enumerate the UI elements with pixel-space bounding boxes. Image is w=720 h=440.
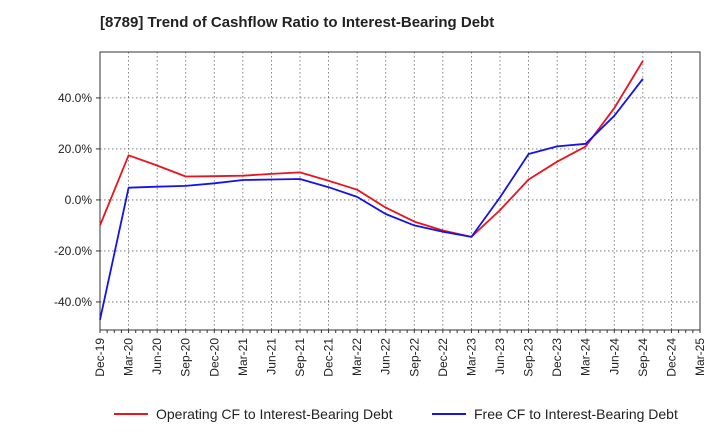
x-tick-label: Sep-23 [522, 338, 536, 377]
x-tick-label: Mar-22 [350, 338, 364, 376]
legend-swatch-free-cf [432, 413, 466, 415]
legend-label-operating-cf: Operating CF to Interest-Bearing Debt [156, 406, 393, 422]
x-tick-label: Dec-22 [436, 338, 450, 377]
series-layer [99, 60, 644, 320]
x-tick-label: Dec-23 [550, 338, 564, 377]
legend-operating-cf: Operating CF to Interest-Bearing Debt [114, 404, 393, 424]
x-tick-label: Sep-24 [636, 338, 650, 377]
x-tick-label: Mar-23 [464, 338, 478, 376]
x-tick-label: Sep-22 [407, 338, 421, 377]
x-tick-label: Jun-23 [493, 338, 507, 375]
y-tick-label: -20.0% [54, 244, 92, 258]
x-tick-label: Sep-20 [179, 338, 193, 377]
legend-swatch-operating-cf [114, 413, 148, 415]
series-line-operating-cf [99, 60, 644, 238]
x-tick-label: Mar-24 [579, 338, 593, 376]
x-tick-label: Mar-25 [693, 338, 707, 376]
y-tick-label: 20.0% [58, 142, 92, 156]
axis-layer: Dec-19 Mar-20 Jun-20 Sep-20 Dec-20 Mar-21 Jun-… [54, 51, 707, 377]
x-tick-label: Mar-21 [236, 338, 250, 376]
y-tick-label: -40.0% [54, 295, 92, 309]
y-tick-label: 0.0% [65, 193, 93, 207]
x-tick-label: Dec-19 [93, 338, 107, 377]
x-tick-label: Jun-20 [150, 338, 164, 375]
series-line-free-cf [99, 78, 644, 320]
x-tick-label: Dec-21 [322, 338, 336, 377]
y-tick-label: 40.0% [58, 91, 92, 105]
grid-layer [100, 52, 700, 330]
legend-label-free-cf: Free CF to Interest-Bearing Debt [474, 406, 678, 422]
x-tick-label: Dec-24 [664, 338, 678, 377]
x-tick-label: Sep-21 [293, 338, 307, 377]
chart-title: [8789] Trend of Cashflow Ratio to Intere… [100, 14, 495, 31]
x-tick-label: Dec-20 [207, 338, 221, 377]
x-tick-label: Jun-21 [264, 338, 278, 375]
x-tick-label: Mar-20 [122, 338, 136, 376]
x-tick-label: Jun-24 [607, 338, 621, 375]
plot-frame [99, 51, 701, 331]
legend-free-cf: Free CF to Interest-Bearing Debt [432, 404, 678, 424]
x-tick-label: Jun-22 [379, 338, 393, 375]
